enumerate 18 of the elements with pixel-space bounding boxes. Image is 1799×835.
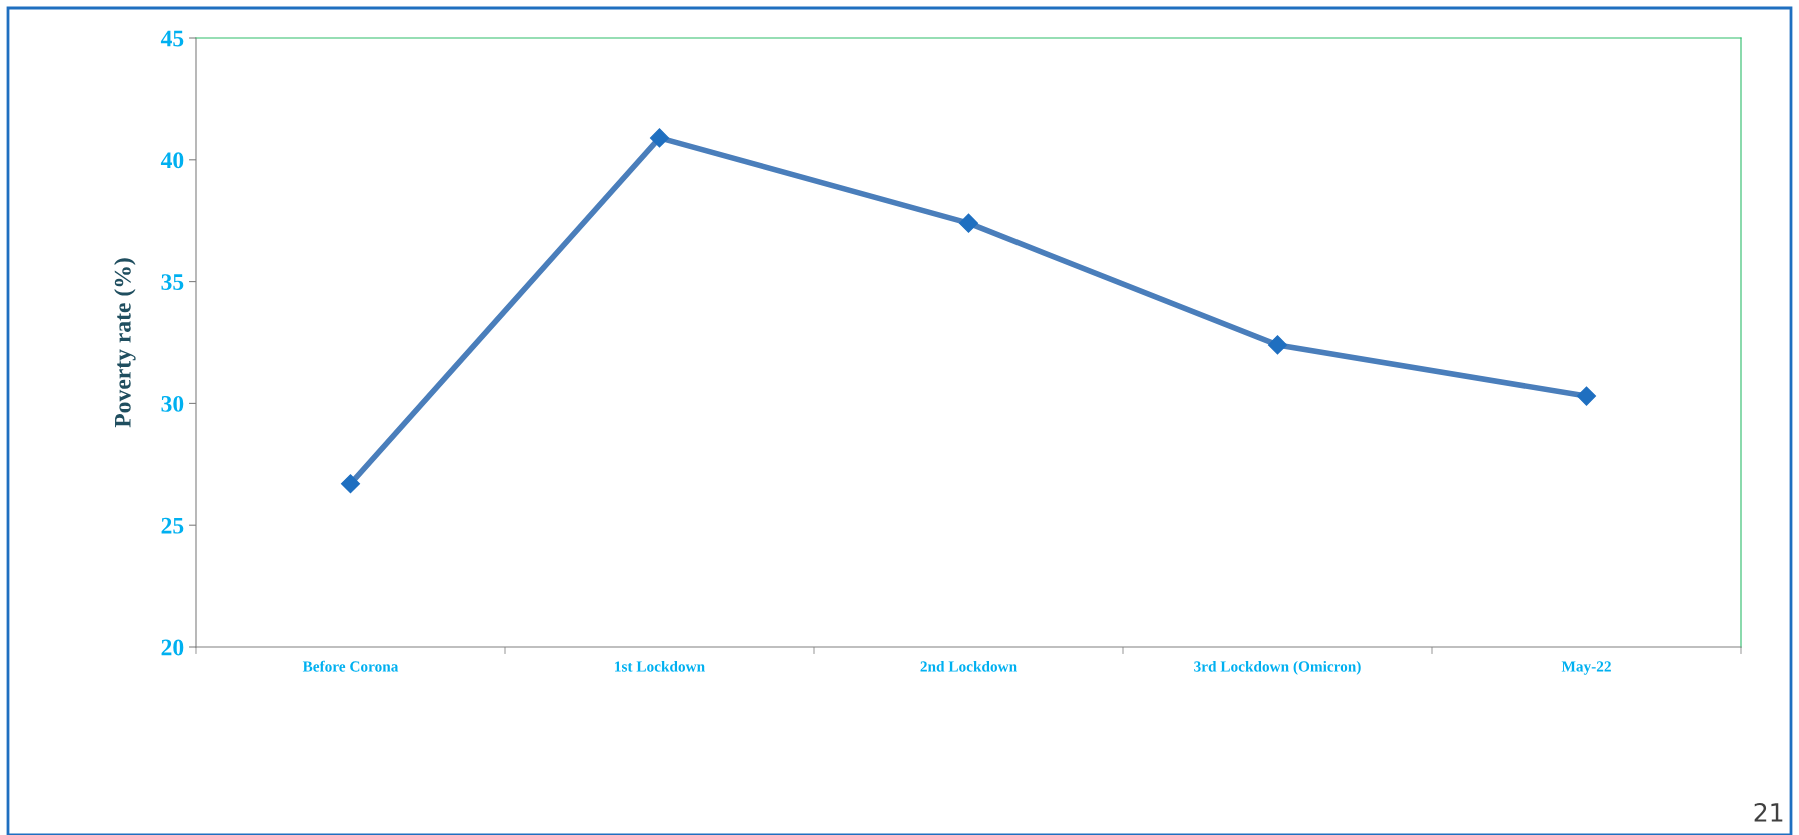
y-tick-label: 30 [161,395,184,412]
point [649,128,670,148]
x-tick-label: 2nd Lockdown [920,660,1017,672]
y-tick-label: 35 [161,274,184,291]
point [340,474,361,494]
y-tick-label: 40 [160,152,184,169]
point [1267,335,1288,355]
y-tick-label: 45 [160,30,184,47]
x-tick-label: Before Corona [302,660,399,672]
x-tick-label: May-22 [1561,661,1611,675]
point [958,213,979,233]
x-tick-label: 1st Lockdown [615,660,705,672]
x-tick-label: 3rd Lockdown (Omicron) [1194,660,1361,675]
y-tick-label: 20 [161,639,184,656]
point [1576,386,1597,406]
y-axis-title: Poverty rate (%) [114,258,136,428]
y-tick-label: 25 [161,517,184,534]
text: 21 [1754,802,1783,822]
